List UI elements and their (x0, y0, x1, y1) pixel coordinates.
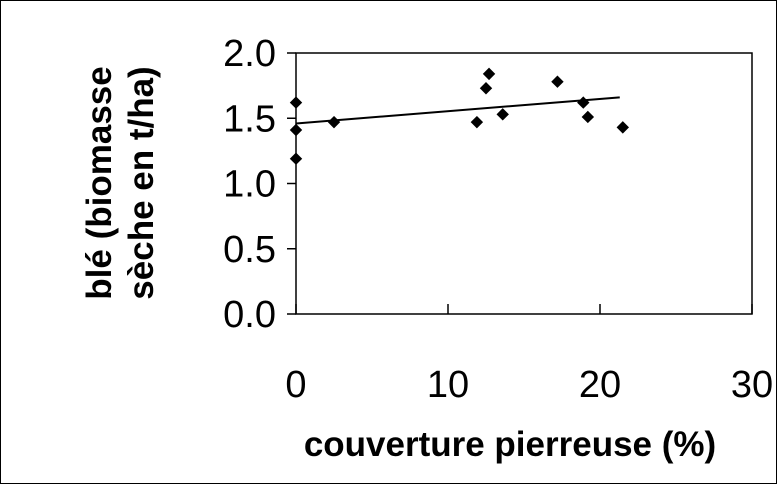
x-tick-label: 10 (427, 364, 469, 406)
trendline (295, 96, 620, 125)
data-point (479, 82, 493, 95)
y-axis-title-line2: sèche en t/ha) (122, 66, 161, 299)
data-point (581, 110, 595, 124)
data-point (289, 123, 303, 137)
x-tick-label: 20 (579, 364, 621, 406)
plot-area (295, 52, 753, 315)
x-tick-label: 30 (731, 364, 773, 406)
x-tick-label: 0 (285, 364, 306, 406)
data-point (327, 115, 341, 129)
data-point (496, 108, 509, 121)
data-point (551, 75, 564, 88)
y-tick-label: 0.0 (223, 294, 276, 336)
y-tick-label: 2.0 (223, 33, 276, 75)
y-axis-ticks: 0.0 0.5 1.0 1.5 2.0 (223, 33, 296, 336)
y-tick-label: 1.0 (223, 164, 276, 206)
data-point (577, 96, 590, 109)
data-point (470, 115, 484, 129)
x-axis-ticks: 0 10 20 30 (285, 304, 773, 406)
y-tick-label: 1.5 (223, 98, 276, 140)
data-points (289, 67, 630, 165)
data-point (289, 96, 303, 109)
data-point (289, 152, 303, 165)
x-axis-title: couverture pierreuse (%) (304, 425, 716, 464)
data-point (616, 121, 630, 134)
y-axis-title: blé (biomasse sèche en t/ha) (80, 66, 161, 299)
y-axis-title-line1: blé (biomasse (80, 66, 119, 299)
data-point (482, 67, 496, 81)
y-tick-label: 0.5 (223, 229, 276, 271)
